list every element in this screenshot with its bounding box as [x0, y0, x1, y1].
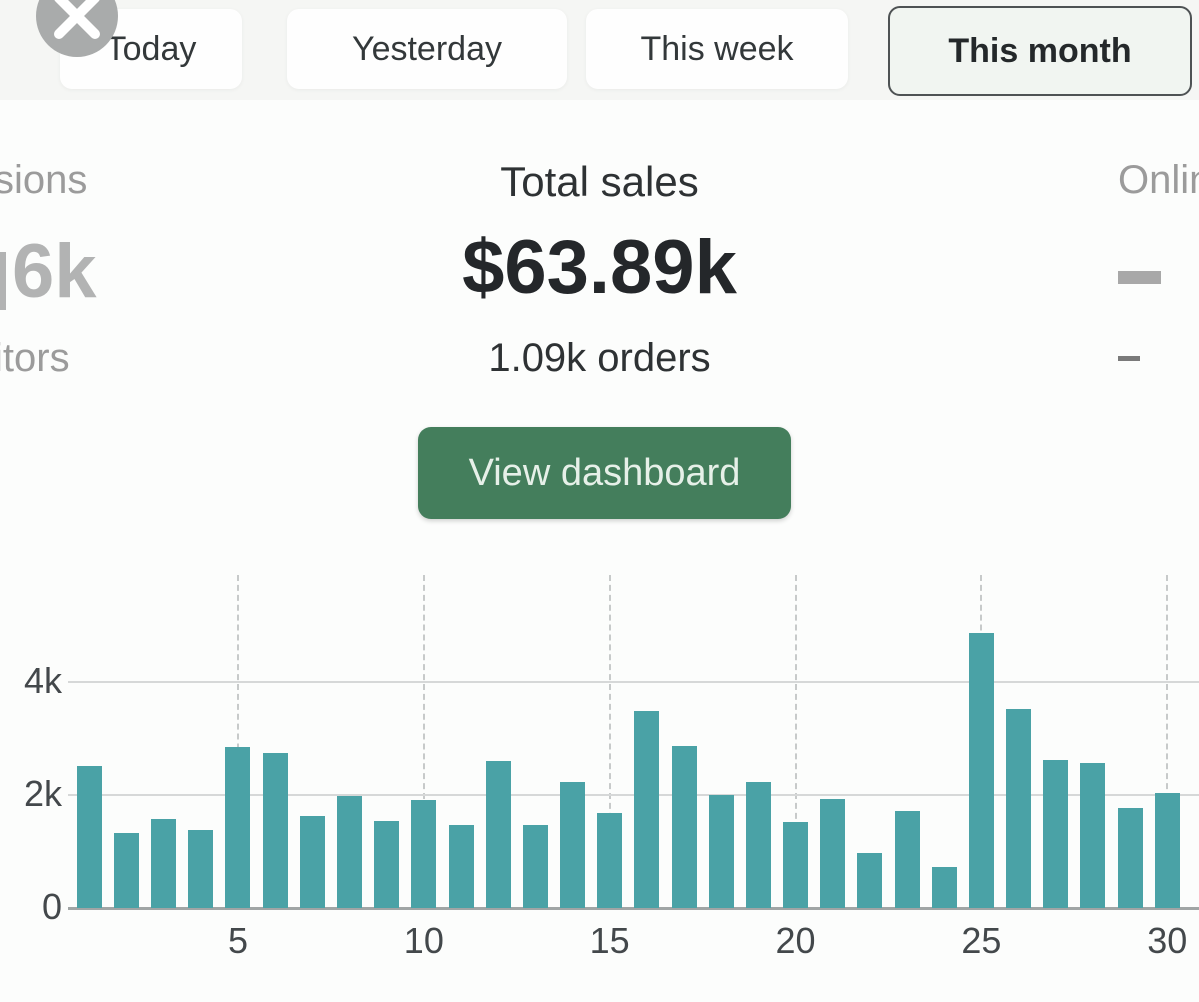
bar-day-30: [1154, 793, 1180, 908]
tab-this-week[interactable]: This week: [586, 9, 848, 89]
y-axis-tick: 4k: [23, 659, 62, 701]
online-store-sub-dash: [1118, 356, 1140, 361]
bar-day-6: [262, 752, 288, 908]
bar-day-27: [1043, 759, 1069, 908]
x-axis-tick: 25: [961, 920, 1002, 961]
total-sales-label: Total sales: [500, 158, 699, 205]
bar-day-20: [783, 822, 809, 908]
dashed-gridline: [1166, 575, 1169, 908]
bar-day-28: [1080, 763, 1106, 908]
bar-day-29: [1117, 808, 1143, 908]
view-dashboard-label: View dashboard: [468, 451, 741, 494]
bar-day-2: [113, 832, 139, 908]
date-range-tabbar: Today Yesterday This week This month: [0, 0, 1199, 100]
gridline: [68, 680, 1199, 683]
bar-day-17: [671, 746, 697, 908]
bar-day-9: [374, 820, 400, 908]
y-axis-tick: 2k: [23, 772, 62, 814]
bar-day-18: [708, 794, 734, 908]
tab-yesterday-label: Yesterday: [352, 29, 502, 68]
orders-count: 1.09k orders: [488, 336, 711, 380]
x-axis-tick: 5: [227, 920, 248, 961]
bar-day-12: [485, 760, 511, 908]
close-icon: [36, 0, 118, 57]
bar-day-22: [857, 852, 883, 908]
sessions-value-partial: 6k: [12, 229, 97, 314]
dashed-gridline: [422, 575, 425, 908]
sessions-value-partial-glyph: [0, 252, 6, 310]
gridline: [68, 793, 1199, 796]
close-button[interactable]: [36, 0, 118, 57]
x-axis-tick: 15: [589, 920, 630, 961]
tab-this-month[interactable]: This month: [888, 6, 1192, 96]
online-store-value-dash: [1118, 271, 1161, 284]
bar-day-5: [225, 747, 251, 908]
view-dashboard-button[interactable]: View dashboard: [418, 427, 791, 519]
bar-day-7: [299, 816, 325, 908]
x-axis-tick: 10: [403, 920, 444, 961]
bar-day-11: [448, 824, 474, 908]
dashed-gridline: [608, 575, 611, 908]
tab-this-week-label: This week: [640, 29, 794, 68]
bar-day-16: [634, 710, 660, 908]
x-axis-tick: 20: [775, 920, 816, 961]
dashed-gridline: [236, 575, 239, 908]
bar-day-21: [820, 799, 846, 908]
x-axis-line: [68, 907, 1199, 910]
y-axis-tick: 0: [41, 886, 62, 927]
bar-day-25: [968, 633, 994, 908]
sales-chart: 0 2k 4k 5 10 15 20 25 30: [0, 560, 1199, 961]
bar-day-19: [745, 781, 771, 908]
dashed-gridline: [794, 575, 797, 908]
sessions-label-partial: sions: [0, 158, 88, 202]
online-store-label-partial: Onlin: [1118, 158, 1199, 202]
bar-day-13: [522, 825, 548, 908]
tab-this-month-label: This month: [948, 31, 1132, 70]
bar-day-8: [336, 795, 362, 908]
visitors-label-partial: itors: [0, 336, 70, 380]
bar-day-1: [76, 766, 102, 908]
tab-yesterday[interactable]: Yesterday: [287, 9, 567, 89]
total-sales-value: $63.89k: [462, 225, 737, 310]
x-axis-tick: 30: [1147, 920, 1188, 961]
bar-day-14: [560, 782, 585, 908]
bar-day-26: [1006, 708, 1032, 908]
bar-day-10: [411, 799, 437, 908]
tab-today-label: Today: [105, 29, 197, 68]
bar-day-4: [188, 829, 214, 908]
bar-day-24: [931, 866, 957, 908]
bar-day-15: [597, 812, 623, 908]
bar-day-3: [151, 818, 177, 908]
bar-day-23: [894, 810, 920, 908]
